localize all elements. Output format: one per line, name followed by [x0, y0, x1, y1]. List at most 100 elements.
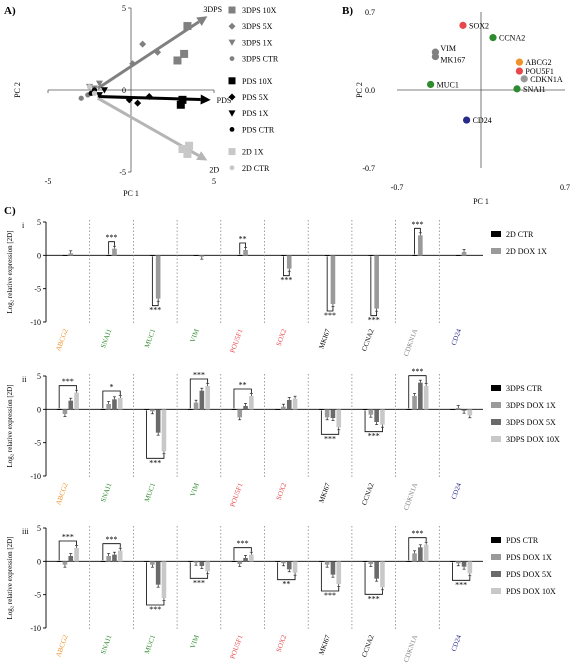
- data-point: [125, 96, 133, 104]
- x-tick-label: 5: [212, 177, 216, 186]
- bar: [455, 255, 461, 256]
- significance-bracket: [408, 537, 427, 561]
- significance-label: ***: [149, 458, 161, 467]
- direction-arrow-head: [196, 151, 208, 161]
- significance-bracket: [233, 388, 252, 409]
- data-point: [145, 93, 153, 101]
- bar: [319, 561, 324, 562]
- bar: [112, 554, 117, 562]
- bar: [455, 408, 461, 410]
- bar: [68, 253, 74, 256]
- bar: [249, 396, 254, 410]
- y-tick-label: -10: [30, 472, 41, 481]
- gene-axis-label: SNAI1: [99, 633, 113, 655]
- gene-point: [459, 21, 467, 29]
- gene-axis-label: SNAI1: [99, 327, 113, 349]
- significance-label: ***: [106, 233, 118, 242]
- gene-axis-label: VIM: [189, 327, 201, 343]
- significance-label: ***: [368, 316, 380, 325]
- bar: [286, 561, 292, 570]
- legend-swatch: [491, 436, 501, 442]
- legend-label: PDS CTR: [242, 125, 275, 134]
- y-axis-label: Log₂ relative expression [2D]: [6, 230, 14, 313]
- significance-label: ***: [455, 580, 467, 589]
- bar: [155, 409, 161, 433]
- legend-swatch: [491, 385, 501, 391]
- legend-label: 3DPS 10X: [242, 6, 277, 15]
- significance-bracket: [320, 410, 340, 435]
- bar: [286, 255, 292, 269]
- legend-marker: [228, 93, 236, 101]
- bar: [193, 255, 199, 256]
- bar: [150, 409, 155, 412]
- y-tick-label: -5: [34, 285, 41, 294]
- y-tick-label: 5: [37, 524, 41, 533]
- gene-axis-label: SOX2: [275, 633, 289, 653]
- data-point: [100, 87, 108, 94]
- bar: [187, 561, 193, 562]
- significance-label: ***: [368, 432, 380, 441]
- bar: [199, 561, 205, 566]
- legend-label: 2D CTR: [242, 164, 270, 173]
- bar: [231, 409, 237, 410]
- significance-label: ***: [149, 605, 161, 614]
- legend-swatch: [491, 537, 501, 543]
- y-tick-label: -5: [34, 591, 41, 600]
- bar: [193, 402, 199, 410]
- y-tick-label: 5: [37, 372, 41, 381]
- bar: [324, 561, 330, 565]
- bar: [450, 561, 455, 562]
- gene-axis-label: CCNA2: [360, 327, 376, 352]
- arrow-label: PDS: [217, 96, 232, 105]
- bar: [336, 561, 342, 584]
- significance-bracket: [146, 410, 165, 459]
- gene-point: [515, 67, 524, 75]
- bar: [412, 255, 417, 256]
- bar: [412, 396, 417, 410]
- data-point: [95, 92, 103, 99]
- bar: [117, 398, 123, 410]
- bar: [199, 390, 205, 410]
- significance-label: ***: [62, 533, 74, 542]
- significance-label: **: [282, 580, 290, 589]
- significance-label: ***: [237, 539, 249, 548]
- gene-point: [431, 52, 439, 61]
- gene-label: SOX2: [469, 21, 489, 30]
- bar: [193, 561, 199, 563]
- significance-label: ***: [368, 594, 380, 603]
- bar: [243, 406, 248, 410]
- expression-panel-c: 5 0 -5 -10 i Log₂ relative expression [2D] ABC…: [6, 218, 560, 663]
- gene-axis-label: CDKN1A: [402, 328, 419, 357]
- gene-axis-label: ABCG2: [54, 327, 70, 352]
- gene-label: CDKN1A: [530, 75, 563, 84]
- gene-axis-label: SOX2: [275, 481, 289, 501]
- legend-label: 3DPS CTR: [242, 55, 279, 64]
- bar: [374, 255, 379, 309]
- bar: [319, 409, 324, 410]
- y-tick-label: 5: [37, 218, 41, 227]
- significance-bracket: [364, 562, 383, 595]
- data-point: [176, 100, 185, 109]
- significance-label: ***: [411, 367, 423, 376]
- y-tick-label: 5: [122, 4, 126, 13]
- bar: [74, 548, 79, 562]
- subpanel-numeral: iii: [22, 527, 29, 536]
- significance-bracket: [326, 256, 334, 312]
- legend-label: 2D CTR: [506, 230, 534, 239]
- bar: [450, 409, 455, 410]
- subpanel-numeral: i: [22, 221, 25, 230]
- legend-label: 3DPS 1X: [242, 38, 273, 47]
- bar: [68, 556, 74, 562]
- bar: [161, 561, 167, 598]
- bar: [374, 409, 379, 422]
- legend-swatch: [491, 402, 501, 408]
- gene-axis-label: SNAI1: [99, 481, 113, 503]
- y-tick-label: 0.0: [365, 86, 375, 95]
- legend-marker: [228, 110, 236, 117]
- significance-label: ***: [62, 377, 74, 386]
- y-tick-label: 0: [122, 86, 126, 95]
- gene-axis-label: CD24: [450, 481, 463, 500]
- legend-label: 3DPS DOX 10X: [506, 435, 560, 444]
- bar: [112, 399, 117, 410]
- gene-axis-label: VIM: [189, 633, 201, 649]
